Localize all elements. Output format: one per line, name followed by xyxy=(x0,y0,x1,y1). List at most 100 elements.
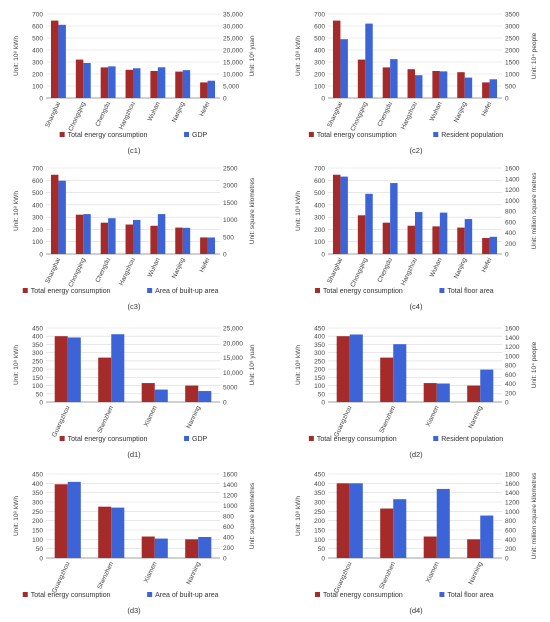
right-tick-label: 1600 xyxy=(505,326,520,333)
left-axis-label: Unit: 10⁸ kWh xyxy=(13,36,20,76)
category-label: Hefei xyxy=(199,257,212,274)
right-axis-label: Unit: 10⁴ people xyxy=(531,32,538,79)
left-tick-label: 300 xyxy=(314,350,325,357)
bar-total-floor-area xyxy=(480,515,494,558)
right-tick-label: 1000 xyxy=(505,198,520,205)
left-tick-label: 300 xyxy=(32,215,43,222)
chart-svg-c1: 0 100 200 300 400 500 600 700 0 5,000 10,000 15,000… xyxy=(13,12,256,156)
right-tick-label: 0 xyxy=(505,400,509,407)
chart-caption: (d4) xyxy=(409,606,423,615)
bar-total-energy-consumption xyxy=(50,20,59,99)
bar-total-energy-consumption xyxy=(54,336,68,402)
left-tick-label: 400 xyxy=(32,334,43,341)
right-tick-label: 2000 xyxy=(505,48,520,55)
legend-swatch xyxy=(308,436,314,441)
category-label: Hangzhou xyxy=(400,101,419,131)
category-label: Shanghai xyxy=(44,257,62,285)
bar-total-energy-consumption xyxy=(150,71,158,98)
right-tick-label: 1000 xyxy=(223,503,238,510)
bar-resident-population xyxy=(340,39,348,98)
bar-total-floor-area xyxy=(439,212,448,254)
bar-total-floor-area xyxy=(393,499,407,558)
legend-swatch xyxy=(184,436,190,441)
left-tick-label: 400 xyxy=(32,202,43,209)
right-tick-label: 0 xyxy=(505,252,509,259)
left-axis-label: Unit: 10⁸ kWh xyxy=(295,36,302,76)
bar-total-energy-consumption xyxy=(75,214,84,254)
left-tick-label: 350 xyxy=(32,342,43,349)
bar-total-energy-consumption xyxy=(150,225,158,254)
category-label: Nanjing xyxy=(171,101,187,124)
left-tick-label: 400 xyxy=(314,334,325,341)
left-axis-label: Unit: 10⁸ kWh xyxy=(13,191,20,231)
chart-panel-c4: 0 100 200 300 400 500 600 700 0 200 400 600 800 1000 1… xyxy=(290,160,542,312)
category-label: Hefei xyxy=(481,257,494,274)
right-tick-label: 0 xyxy=(223,252,227,259)
bar-total-floor-area xyxy=(365,193,373,254)
chart-svg-d4: 0 50 100 150 200 250 300 350 400 450 0 200 400 600 800… xyxy=(295,472,538,616)
left-tick-label: 100 xyxy=(314,383,325,390)
left-tick-label: 100 xyxy=(32,239,43,246)
right-tick-label: 10,000 xyxy=(223,72,243,79)
left-axis-label: Unit: 10⁸ kWh xyxy=(295,191,302,231)
left-tick-label: 400 xyxy=(314,202,325,209)
chart-svg-d3: 0 50 100 150 200 250 300 350 400 450 0 200 400 600 800… xyxy=(13,472,256,616)
left-tick-label: 400 xyxy=(314,481,325,488)
category-label: Nanjing xyxy=(453,257,469,280)
bar-area-of-built-up-area xyxy=(133,219,141,254)
bar-total-energy-consumption xyxy=(432,71,440,98)
right-tick-label: 15,000 xyxy=(223,60,243,67)
bar-total-energy-consumption xyxy=(185,539,199,558)
bar-total-floor-area xyxy=(340,176,348,254)
legend-label: Total energy consumption xyxy=(323,592,403,599)
left-tick-label: 400 xyxy=(314,48,325,55)
bar-total-energy-consumption xyxy=(357,59,366,98)
right-tick-label: 0 xyxy=(223,556,227,563)
right-axis-label: Unit: million square metres xyxy=(531,172,538,250)
bar-resident-population xyxy=(349,334,363,402)
bar-total-energy-consumption xyxy=(457,227,465,254)
category-label: Chengdu xyxy=(376,257,394,284)
left-axis-label: Unit: 10⁸ kWh xyxy=(295,345,302,385)
right-tick-label: 15,000 xyxy=(223,355,243,362)
category-label: Chengdu xyxy=(376,101,394,128)
chart-caption: (c2) xyxy=(410,146,423,155)
bar-total-energy-consumption xyxy=(54,484,68,558)
bar-total-energy-consumption xyxy=(332,174,341,254)
bar-total-energy-consumption xyxy=(50,174,59,254)
category-label: Guangzhou xyxy=(333,561,354,595)
category-label: Hangzhou xyxy=(118,101,137,131)
left-tick-label: 700 xyxy=(314,12,325,19)
category-label: Shanghai xyxy=(326,257,344,285)
right-tick-label: 200 xyxy=(505,390,516,397)
left-tick-label: 50 xyxy=(36,391,44,398)
bar-total-energy-consumption xyxy=(175,227,183,254)
legend-label: Total energy consumption xyxy=(31,592,111,599)
right-axis-label: Unit: 10⁸ yuan xyxy=(249,35,256,76)
category-label: Wuhan xyxy=(147,101,162,123)
bar-total-energy-consumption xyxy=(100,67,109,98)
chart-panel-c2: 0 100 200 300 400 500 600 700 0 500 1000 1500 2000 25… xyxy=(290,6,542,156)
right-tick-label: 25,000 xyxy=(223,326,243,333)
left-tick-label: 0 xyxy=(321,556,325,563)
bar-area-of-built-up-area xyxy=(157,214,166,254)
left-tick-label: 250 xyxy=(32,358,43,365)
category-label: Guangzhou xyxy=(51,561,72,595)
chart-caption: (d2) xyxy=(409,450,423,459)
right-tick-label: 200 xyxy=(505,241,516,248)
right-tick-label: 20,000 xyxy=(223,340,243,347)
category-label: Hefei xyxy=(199,101,212,118)
left-tick-label: 0 xyxy=(39,252,43,259)
bar-gdp xyxy=(83,62,91,98)
category-label: Nanning xyxy=(467,405,484,430)
left-tick-label: 100 xyxy=(32,537,43,544)
bar-area-of-built-up-area xyxy=(111,507,125,558)
category-label: Wuhan xyxy=(429,101,444,123)
right-tick-label: 2500 xyxy=(505,36,520,43)
bar-resident-population xyxy=(415,75,423,98)
left-tick-label: 300 xyxy=(314,60,325,67)
right-tick-label: 600 xyxy=(505,528,516,535)
left-tick-label: 200 xyxy=(32,227,43,234)
bar-area-of-built-up-area xyxy=(154,538,168,558)
